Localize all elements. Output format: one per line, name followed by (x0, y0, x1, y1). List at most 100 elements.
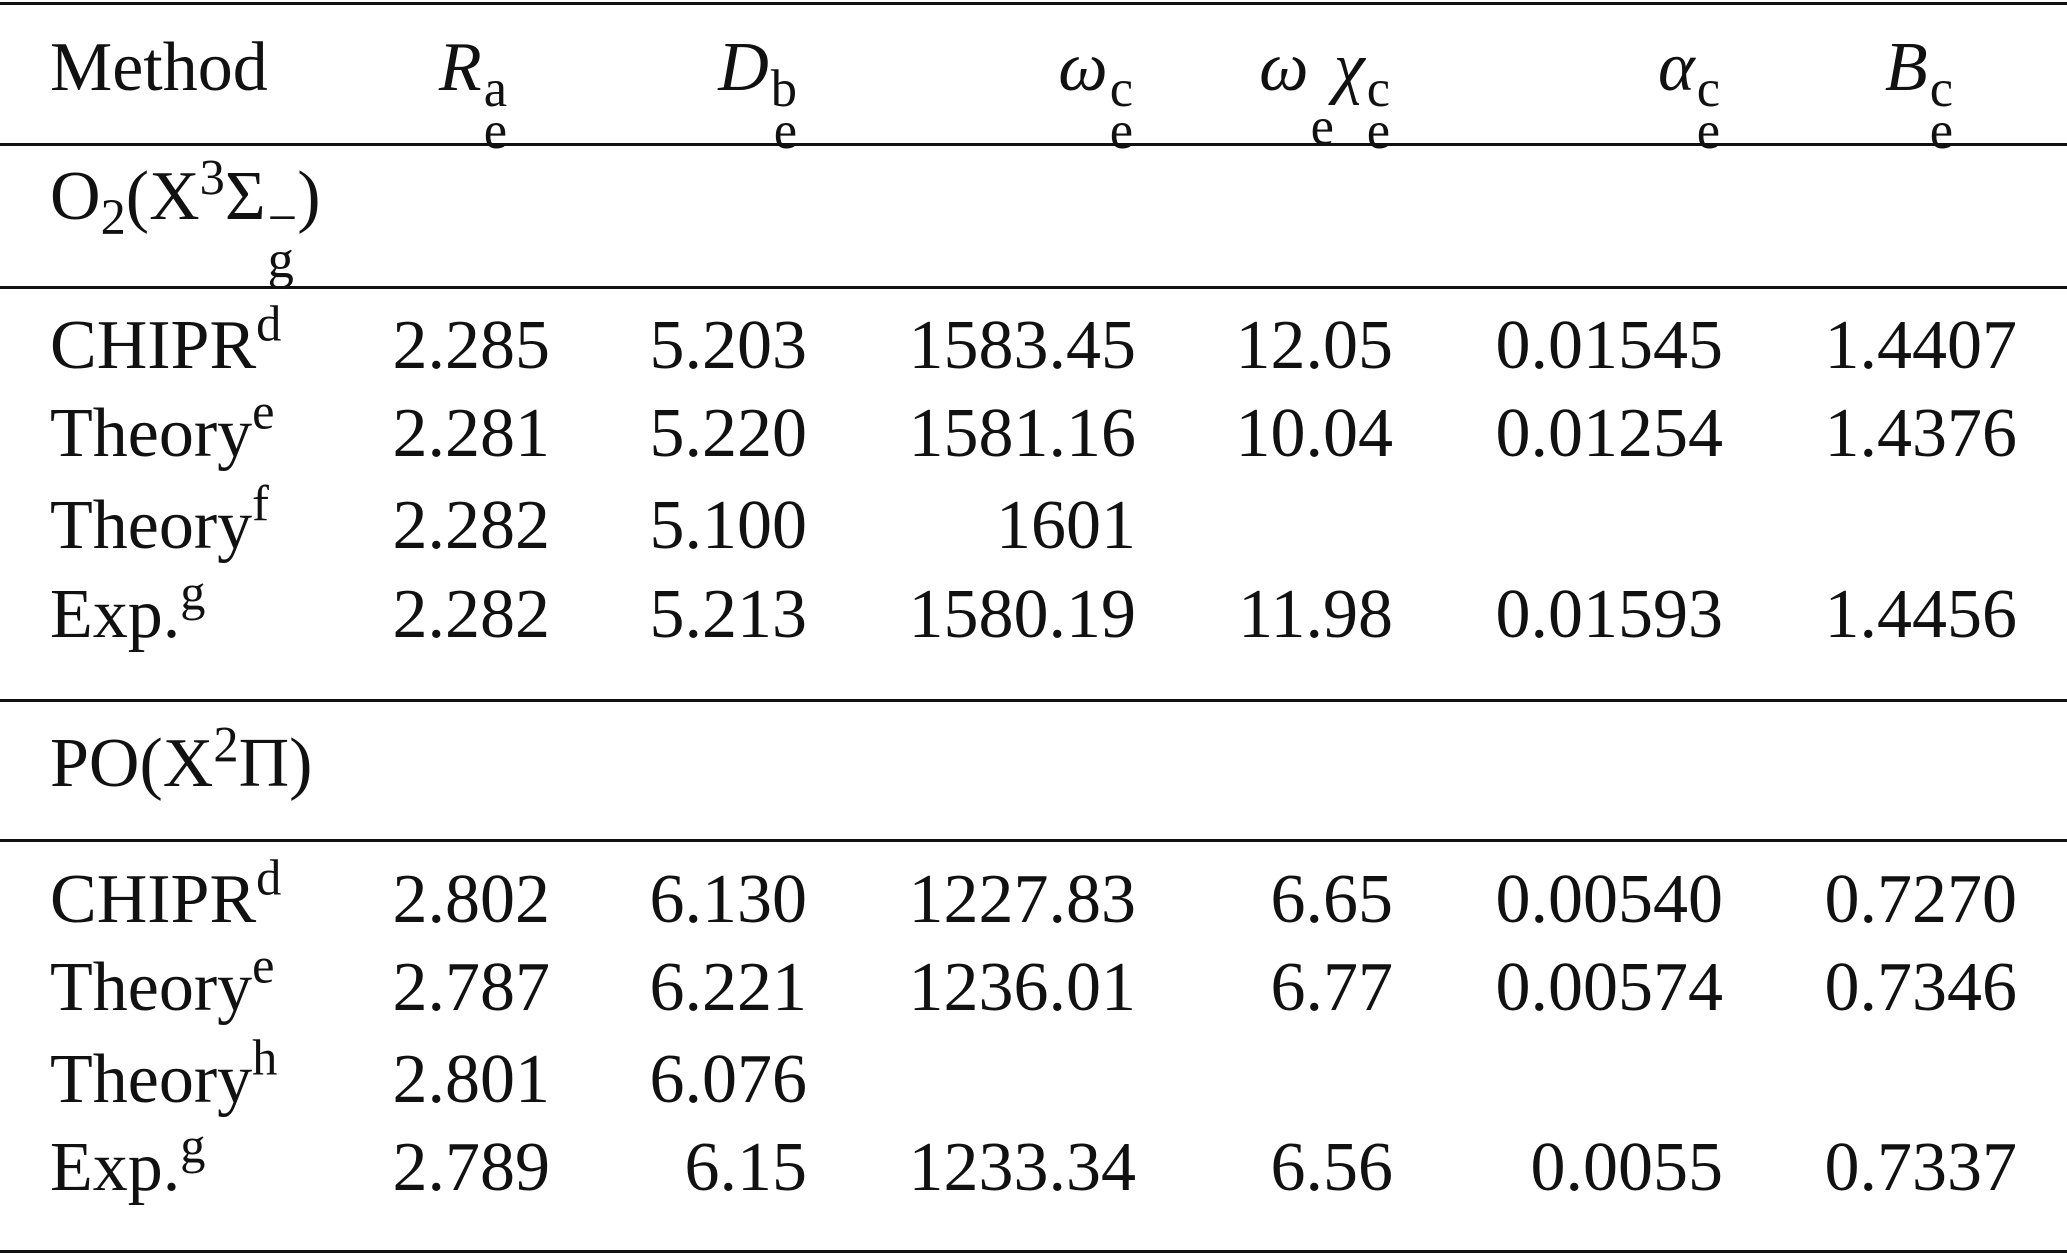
value-cell: 6.221 (649, 949, 808, 1026)
method: CHIPR (50, 861, 257, 938)
scripts: e (1310, 97, 1334, 156)
method: CHIPR (50, 307, 257, 384)
footnote-mark: f (252, 475, 269, 532)
value-cell: 12.05 (1235, 307, 1394, 384)
footnote-mark: d (256, 849, 282, 906)
superscript: c (1929, 59, 1953, 118)
title-part: Π (238, 725, 290, 802)
symbol: R (438, 29, 482, 106)
column-header: Method (50, 33, 268, 103)
footnote-mark: h (252, 1029, 278, 1086)
subscript: e (1310, 97, 1334, 156)
value-cell: 6.77 (1270, 949, 1394, 1026)
value-cell: 2.282 (392, 576, 551, 653)
method: Exp. (50, 1129, 181, 1206)
rule (0, 839, 2067, 842)
value-cell: 1581.16 (908, 395, 1137, 472)
superscript: c (1366, 59, 1390, 118)
superscript: a (483, 59, 507, 118)
title-part: ) (297, 158, 321, 235)
value-cell: 1.4456 (1824, 576, 2018, 653)
value-cell: 11.98 (1238, 576, 1393, 653)
title-part: − (267, 188, 298, 247)
method: Theory (50, 1041, 253, 1118)
subscript: e (483, 101, 507, 160)
header-text: Method (50, 29, 268, 106)
symbol: D (718, 29, 769, 106)
method: Theory (50, 395, 253, 472)
value-cell: 5.100 (649, 487, 808, 564)
value-cell: 10.04 (1235, 395, 1394, 472)
value-cell: 5.203 (649, 307, 808, 384)
title-part: 3 (199, 149, 225, 206)
method: Theory (50, 949, 253, 1026)
value-cell: 0.7346 (1824, 949, 2018, 1026)
symbol: ω (1259, 29, 1309, 106)
title-part: (X (139, 725, 214, 802)
title-part: O (50, 158, 101, 235)
value-cell: 2.787 (392, 949, 551, 1026)
value-cell: 0.0055 (1530, 1129, 1724, 1206)
value-cell: 1236.01 (908, 949, 1137, 1026)
symbol: B (1884, 29, 1928, 106)
method-cell: Theoryf (50, 478, 269, 561)
value-cell: 0.01593 (1495, 576, 1724, 653)
rule (0, 286, 2067, 289)
method-cell: Theoryh (50, 1032, 277, 1115)
title-part: (X (125, 158, 200, 235)
subscript: e (1696, 101, 1720, 160)
title-part: ) (289, 725, 313, 802)
value-cell: 2.281 (392, 395, 551, 472)
value-cell: 2.802 (392, 861, 551, 938)
value-cell: 0.7270 (1824, 861, 2018, 938)
title-part: PO (50, 725, 140, 802)
superscript: c (1696, 59, 1720, 118)
value-cell: 1227.83 (908, 861, 1137, 938)
title-part: 2 (100, 189, 126, 245)
rule (0, 143, 2067, 146)
title-part: g (267, 230, 294, 289)
section-title: O2(X3Σ − g) (50, 152, 321, 289)
footnote-mark: g (180, 564, 206, 621)
method-cell: Theorye (50, 386, 275, 469)
value-cell: 2.282 (392, 487, 551, 564)
symbol: χ (1333, 29, 1365, 106)
title-part: 2 (213, 716, 239, 773)
value-cell: 2.801 (392, 1041, 551, 1118)
footnote-mark: g (180, 1117, 206, 1174)
title-script: − g (267, 188, 298, 289)
subscript: e (773, 101, 797, 160)
value-cell: 2.789 (392, 1129, 551, 1206)
title-part: Σ (224, 158, 266, 235)
method-cell: CHIPRd (50, 852, 281, 935)
rule (0, 1250, 2067, 1253)
method: Theory (50, 487, 253, 564)
rule (0, 2, 2067, 5)
superscript: b (770, 59, 797, 118)
value-cell: 6.56 (1270, 1129, 1394, 1206)
value-cell: 5.220 (649, 395, 808, 472)
subscript: e (1929, 101, 1953, 160)
footnote-mark: d (256, 295, 282, 352)
value-cell: 0.00574 (1495, 949, 1724, 1026)
value-cell: 6.15 (684, 1129, 808, 1206)
rule (0, 699, 2067, 702)
footnote-mark: e (252, 937, 275, 994)
method-cell: Exp.g (50, 1120, 205, 1203)
value-cell: 6.076 (649, 1041, 808, 1118)
value-cell: 6.65 (1270, 861, 1394, 938)
value-cell: 0.01545 (1495, 307, 1724, 384)
method-cell: Exp.g (50, 567, 205, 650)
subscript: e (1366, 101, 1390, 160)
value-cell: 1601 (996, 487, 1136, 564)
subscript: e (1109, 101, 1133, 160)
